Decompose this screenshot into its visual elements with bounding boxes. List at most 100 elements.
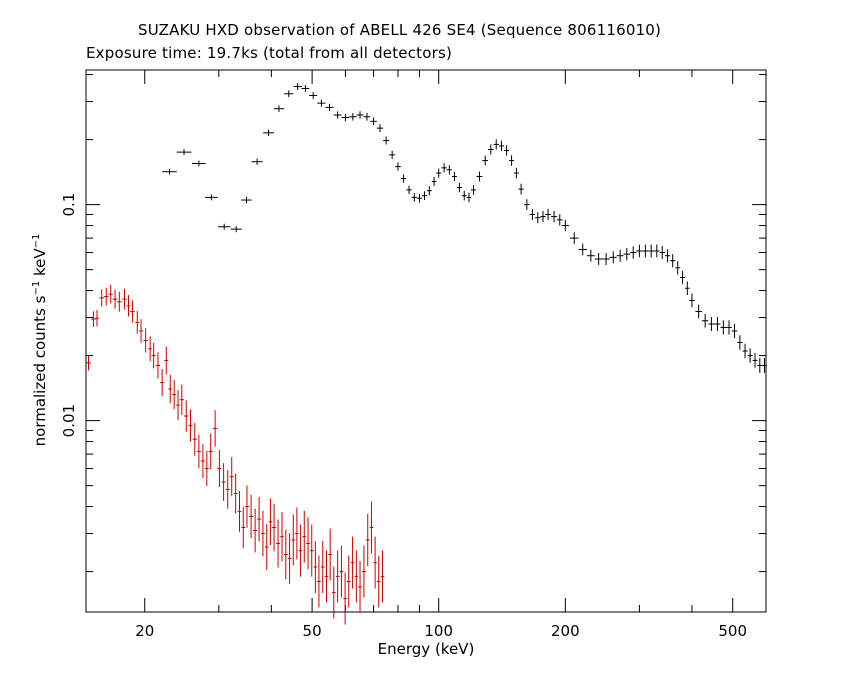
data-point	[346, 555, 351, 608]
data-point	[200, 443, 205, 479]
data-point	[441, 163, 447, 173]
data-point	[545, 208, 551, 221]
data-point	[249, 494, 254, 538]
data-point	[172, 379, 177, 410]
data-point	[365, 514, 370, 567]
x-tick-label: 20	[135, 622, 154, 640]
data-point	[116, 291, 122, 312]
data-point	[317, 99, 326, 107]
data-point	[204, 451, 209, 487]
data-point	[122, 288, 127, 310]
data-point	[126, 295, 131, 317]
data-point	[654, 244, 660, 258]
y-axis-label-exp2: −1	[31, 234, 42, 249]
data-point	[138, 319, 144, 343]
chart-title: SUZAKU HXD observation of ABELL 426 SE4 …	[138, 21, 662, 39]
series-layer	[86, 83, 767, 625]
data-point	[648, 244, 655, 258]
data-point	[233, 473, 238, 514]
y-axis-label-base: normalized counts s	[31, 295, 49, 446]
data-point	[257, 496, 262, 542]
data-point	[509, 155, 515, 166]
data-point	[91, 311, 96, 328]
data-point	[273, 105, 284, 112]
data-point	[659, 246, 665, 260]
data-point	[86, 355, 91, 371]
data-point	[155, 352, 161, 379]
data-point	[317, 555, 321, 608]
data-point	[245, 485, 249, 528]
data-point	[747, 348, 753, 363]
data-point	[261, 510, 265, 557]
data-point	[135, 310, 140, 334]
data-point	[670, 254, 676, 268]
data-point	[731, 323, 738, 339]
data-point	[148, 336, 153, 362]
data-point	[241, 506, 246, 549]
data-point	[461, 190, 467, 201]
data-point	[529, 209, 536, 220]
data-point	[363, 112, 371, 121]
data-point	[742, 343, 748, 359]
data-point	[642, 244, 649, 258]
data-point	[422, 191, 427, 201]
data-point	[295, 507, 299, 560]
data-point	[349, 113, 357, 121]
data-point	[230, 226, 242, 233]
data-point	[708, 317, 715, 331]
y-axis-label-mid: keV	[31, 248, 49, 281]
data-point	[160, 369, 165, 397]
data-point	[151, 342, 156, 369]
data-point	[569, 232, 579, 244]
data-point	[320, 541, 325, 594]
data-point	[456, 182, 462, 193]
data-point	[476, 171, 483, 182]
x-tick-label: 500	[718, 622, 747, 640]
data-point	[354, 550, 359, 603]
data-point	[212, 410, 218, 447]
data-point	[301, 85, 310, 92]
series-1	[86, 284, 385, 625]
data-point	[493, 139, 499, 150]
data-point	[350, 536, 355, 589]
data-point	[192, 160, 206, 167]
data-point	[333, 111, 342, 119]
data-point	[514, 167, 519, 179]
data-point	[752, 353, 758, 368]
data-point	[680, 270, 685, 285]
data-point	[400, 174, 407, 183]
data-point	[426, 186, 432, 196]
data-point	[283, 529, 288, 580]
data-point	[737, 335, 743, 350]
data-point	[594, 253, 603, 265]
data-point	[208, 433, 213, 470]
y-tick-label: 0.01	[60, 404, 78, 437]
data-point	[251, 158, 263, 165]
data-point	[343, 572, 347, 625]
data-point	[176, 149, 192, 155]
data-point	[287, 533, 292, 584]
data-point	[179, 384, 184, 416]
data-point	[94, 309, 100, 327]
data-point	[431, 176, 437, 186]
data-point	[383, 136, 390, 145]
data-point	[684, 281, 690, 295]
data-point	[184, 400, 189, 432]
data-point	[99, 289, 104, 307]
data-point	[331, 566, 336, 619]
data-point	[616, 249, 624, 262]
data-point	[253, 508, 258, 553]
data-point	[130, 300, 135, 323]
data-point	[370, 117, 377, 126]
data-point	[556, 214, 563, 226]
data-point	[298, 524, 303, 577]
data-point	[535, 212, 541, 224]
data-point	[221, 462, 226, 501]
data-point	[176, 390, 180, 421]
data-point	[217, 223, 231, 230]
data-point	[168, 374, 173, 404]
data-point	[762, 358, 767, 373]
y-axis-label-exp1: −1	[31, 281, 42, 296]
axis-tick-labels: 20 50 100 200 500 0.01 0.1	[60, 193, 747, 640]
data-point	[540, 211, 546, 223]
